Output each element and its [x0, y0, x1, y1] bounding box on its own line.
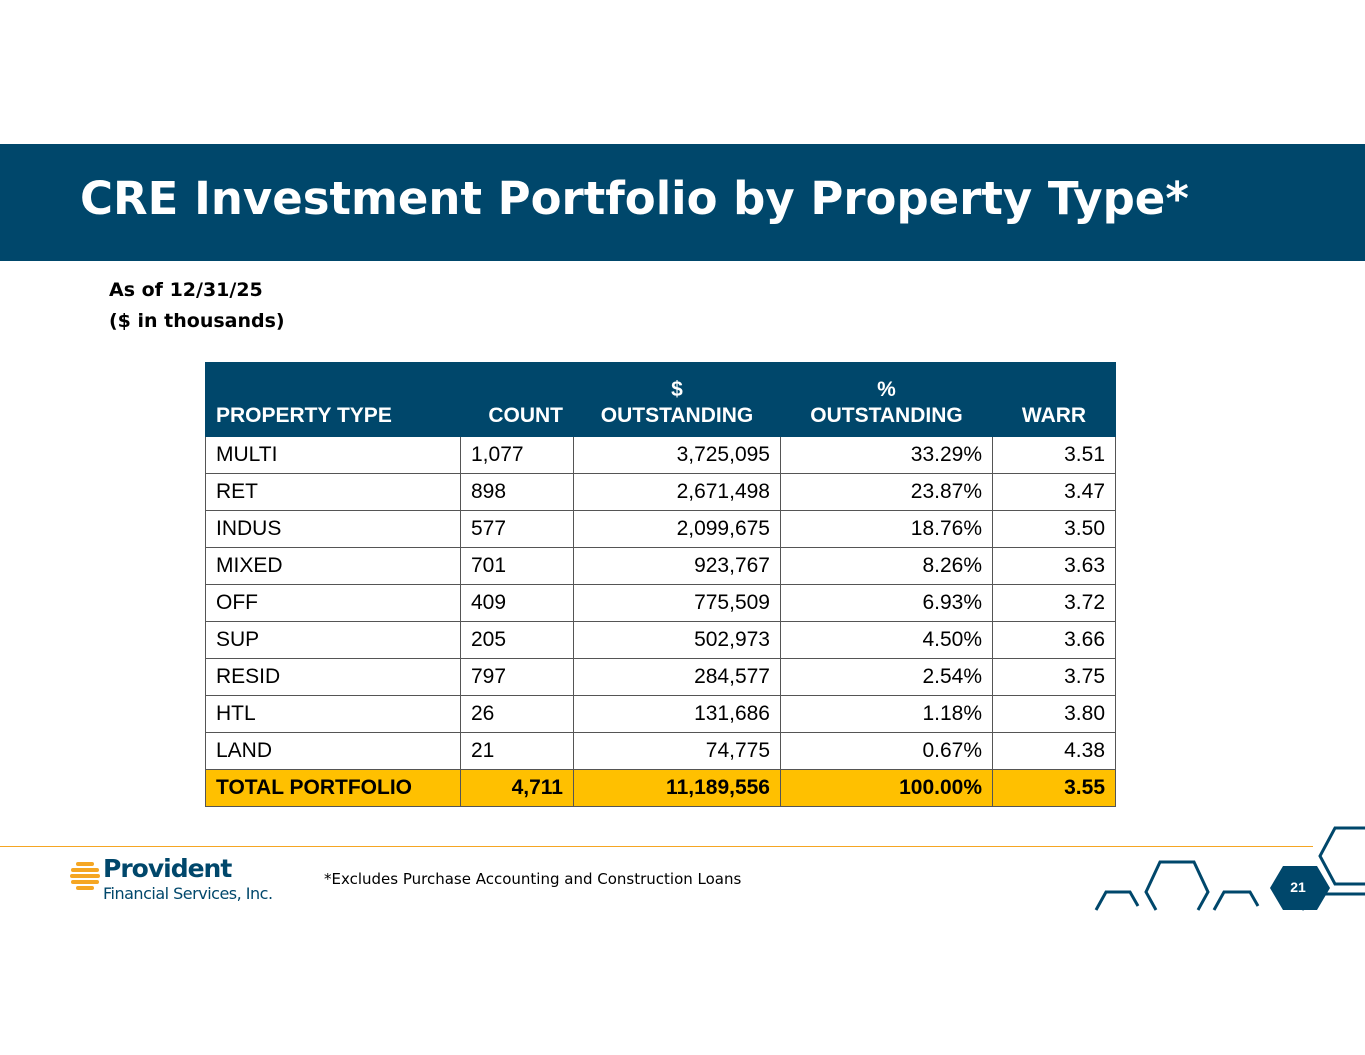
header-warr: WARR [992, 362, 1116, 437]
cell-warr: 3.66 [992, 621, 1116, 659]
footnote: *Excludes Purchase Accounting and Constr… [324, 870, 742, 888]
table-row: RESID 797 284,577 2.54% 3.75 [205, 658, 1116, 696]
cell-pct: 18.76% [780, 510, 993, 548]
cell-outstanding: 131,686 [573, 695, 781, 733]
total-count: 4,711 [460, 769, 574, 807]
cell-outstanding: 3,725,095 [573, 436, 781, 474]
cell-count: 797 [460, 658, 574, 696]
cell-warr: 3.47 [992, 473, 1116, 511]
cell-count: 1,077 [460, 436, 574, 474]
company-logo: Provident Financial Services, Inc. [70, 854, 310, 908]
header-pct-line1: % [877, 378, 896, 401]
logo-subtitle: Financial Services, Inc. [103, 884, 273, 903]
header-pct-line2: OUTSTANDING [810, 404, 963, 427]
page-number: 21 [1290, 879, 1306, 895]
cell-warr: 4.38 [992, 732, 1116, 770]
cell-pct: 0.67% [780, 732, 993, 770]
cell-property-type: RESID [205, 658, 461, 696]
as-of-date: As of 12/31/25 [109, 279, 263, 301]
header-pct-outstanding: % OUTSTANDING [780, 362, 993, 437]
cell-pct: 2.54% [780, 658, 993, 696]
header-outstanding-line1: $ [671, 378, 683, 401]
cell-warr: 3.75 [992, 658, 1116, 696]
cell-outstanding: 74,775 [573, 732, 781, 770]
cell-property-type: SUP [205, 621, 461, 659]
subtitle-block: As of 12/31/25 ($ in thousands) [109, 275, 285, 337]
cell-outstanding: 775,509 [573, 584, 781, 622]
cell-property-type: RET [205, 473, 461, 511]
cell-outstanding: 284,577 [573, 658, 781, 696]
units-note: ($ in thousands) [109, 310, 285, 332]
title-band: CRE Investment Portfolio by Property Typ… [0, 144, 1365, 261]
table-row: SUP 205 502,973 4.50% 3.66 [205, 621, 1116, 659]
table-row: LAND 21 74,775 0.67% 4.38 [205, 732, 1116, 770]
cell-property-type: INDUS [205, 510, 461, 548]
cell-property-type: MULTI [205, 436, 461, 474]
cell-outstanding: 2,099,675 [573, 510, 781, 548]
cell-property-type: OFF [205, 584, 461, 622]
total-row: TOTAL PORTFOLIO 4,711 11,189,556 100.00%… [205, 769, 1116, 807]
cell-outstanding: 502,973 [573, 621, 781, 659]
cell-warr: 3.72 [992, 584, 1116, 622]
header-outstanding: $ OUTSTANDING [573, 362, 781, 437]
total-pct: 100.00% [780, 769, 993, 807]
cell-warr: 3.80 [992, 695, 1116, 733]
table-header-row: PROPERTY TYPE COUNT $ OUTSTANDING % OUTS… [205, 362, 1116, 437]
header-property-type: PROPERTY TYPE [205, 362, 461, 437]
cell-property-type: MIXED [205, 547, 461, 585]
cell-count: 205 [460, 621, 574, 659]
portfolio-table: PROPERTY TYPE COUNT $ OUTSTANDING % OUTS… [205, 362, 1116, 807]
cell-pct: 8.26% [780, 547, 993, 585]
total-label: TOTAL PORTFOLIO [205, 769, 461, 807]
table-row: OFF 409 775,509 6.93% 3.72 [205, 584, 1116, 622]
cell-count: 577 [460, 510, 574, 548]
table-row: RET 898 2,671,498 23.87% 3.47 [205, 473, 1116, 511]
table-row: MULTI 1,077 3,725,095 33.29% 3.51 [205, 436, 1116, 474]
logo-name: Provident [103, 854, 232, 883]
cell-count: 898 [460, 473, 574, 511]
cell-count: 409 [460, 584, 574, 622]
cell-warr: 3.63 [992, 547, 1116, 585]
cell-warr: 3.51 [992, 436, 1116, 474]
header-count: COUNT [460, 362, 574, 437]
cell-property-type: LAND [205, 732, 461, 770]
cell-count: 21 [460, 732, 574, 770]
table-row: MIXED 701 923,767 8.26% 3.63 [205, 547, 1116, 585]
cell-outstanding: 2,671,498 [573, 473, 781, 511]
total-warr: 3.55 [992, 769, 1116, 807]
footer-divider [0, 846, 1313, 847]
total-outstanding: 11,189,556 [573, 769, 781, 807]
cell-pct: 4.50% [780, 621, 993, 659]
cell-warr: 3.50 [992, 510, 1116, 548]
cell-pct: 6.93% [780, 584, 993, 622]
header-outstanding-line2: OUTSTANDING [600, 404, 754, 427]
table-row: INDUS 577 2,099,675 18.76% 3.50 [205, 510, 1116, 548]
cell-outstanding: 923,767 [573, 547, 781, 585]
cell-count: 701 [460, 547, 574, 585]
table-row: HTL 26 131,686 1.18% 3.80 [205, 695, 1116, 733]
hexagon-decoration-icon [1094, 826, 1365, 911]
cell-pct: 1.18% [780, 695, 993, 733]
cell-count: 26 [460, 695, 574, 733]
provident-logo-icon [70, 862, 100, 890]
slide-title: CRE Investment Portfolio by Property Typ… [80, 172, 1189, 225]
cell-property-type: HTL [205, 695, 461, 733]
cell-pct: 33.29% [780, 436, 993, 474]
cell-pct: 23.87% [780, 473, 993, 511]
